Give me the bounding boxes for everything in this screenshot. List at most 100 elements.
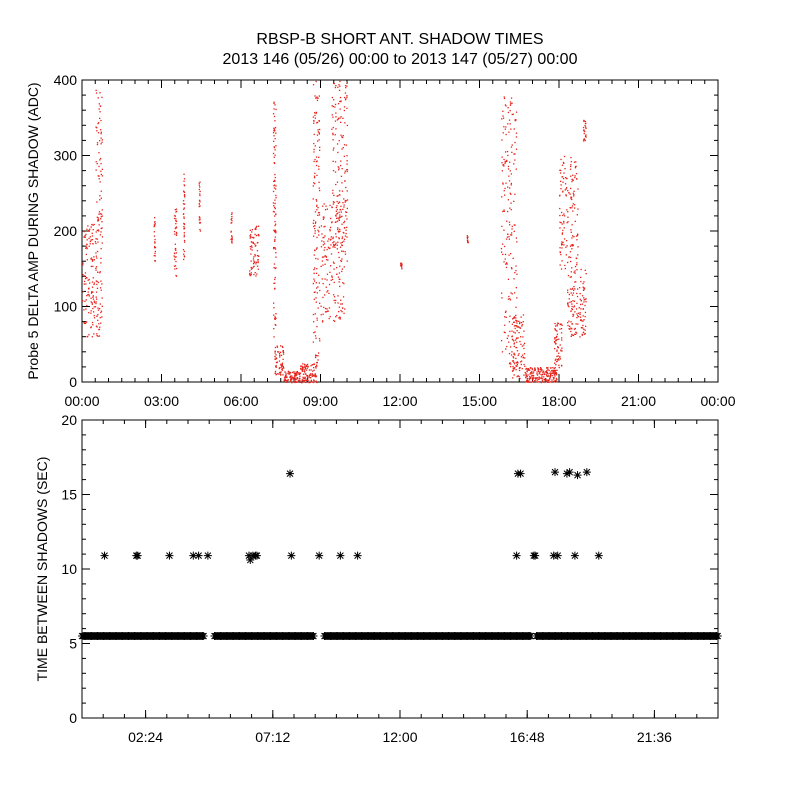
data-point: [176, 210, 178, 212]
data-point: [310, 374, 312, 376]
data-point: [512, 360, 514, 362]
data-point: [333, 194, 335, 196]
data-point: [99, 213, 101, 215]
data-point: [174, 209, 176, 211]
data-point: [567, 216, 569, 218]
data-point: [311, 373, 313, 375]
data-point: [530, 373, 532, 375]
data-point: [83, 322, 86, 324]
data-point: [340, 260, 343, 262]
data-point: [273, 127, 275, 129]
data-point: [570, 301, 573, 303]
data-point: [344, 99, 347, 101]
data-point: [549, 381, 551, 383]
data-point: [313, 120, 315, 122]
data-point: [341, 237, 343, 240]
data-point: [96, 283, 98, 286]
data-point: [560, 268, 563, 270]
data-point: [258, 255, 260, 257]
data-point: [526, 632, 535, 641]
data-point: [324, 278, 326, 280]
data-point: [569, 328, 571, 330]
data-point: [300, 367, 302, 370]
data-point: [339, 265, 341, 267]
data-point: [323, 243, 326, 245]
data-point: [282, 366, 284, 369]
data-point: [523, 342, 526, 344]
data-point: [563, 162, 565, 164]
data-point: [341, 307, 344, 309]
data-point: [581, 333, 583, 336]
data-point: [305, 379, 307, 381]
data-point: [334, 320, 336, 322]
data-point: [173, 230, 176, 233]
data-point: [175, 223, 177, 225]
data-point: [584, 269, 586, 271]
data-point: [346, 190, 348, 192]
data-point: [560, 169, 562, 172]
data-point: [336, 181, 339, 183]
data-point: [340, 209, 342, 211]
data-point: [315, 337, 317, 339]
data-point: [515, 306, 517, 308]
data-point: [554, 329, 556, 331]
data-point: [290, 379, 292, 382]
data-point: [559, 214, 561, 217]
data-point: [574, 204, 576, 206]
data-point: [306, 367, 308, 369]
data-point: [341, 215, 343, 217]
data-point: [183, 258, 185, 261]
data-point: [346, 85, 348, 87]
data-point: [317, 307, 319, 309]
data-point: [338, 306, 340, 308]
data-point: [579, 298, 581, 300]
data-point: [557, 322, 559, 324]
data-point: [583, 132, 585, 135]
data-point: [560, 323, 562, 326]
data-point: [278, 351, 280, 353]
data-point: [334, 246, 336, 248]
data-point: [346, 96, 348, 98]
data-point: [273, 102, 275, 104]
data-point: [310, 377, 312, 379]
data-point: [513, 342, 515, 344]
data-point: [321, 278, 323, 280]
data-point: [583, 319, 585, 321]
data-point: [281, 345, 283, 348]
data-point: [583, 297, 585, 299]
data-point: [249, 272, 251, 275]
data-point: [97, 219, 99, 221]
data-point: [255, 234, 258, 237]
data-point: [274, 215, 276, 217]
data-point: [509, 330, 511, 333]
data-point: [199, 190, 201, 193]
data-point: [505, 133, 507, 136]
data-point: [281, 363, 283, 365]
data-point: [580, 268, 582, 271]
data-point: [273, 282, 275, 284]
data-point: [556, 338, 558, 341]
data-point: [571, 308, 574, 311]
data-point: [282, 374, 284, 376]
data-point: [312, 381, 314, 384]
data-point: [312, 364, 314, 366]
data-point: [346, 169, 349, 171]
data-point: [91, 336, 93, 338]
data-point: [92, 295, 94, 297]
data-point: [525, 377, 527, 379]
data-point: [273, 185, 275, 187]
data-point: [326, 279, 328, 281]
data-point: [198, 184, 200, 186]
data-point: [504, 332, 506, 334]
data-point: [337, 251, 340, 254]
data-point: [316, 99, 319, 101]
data-point: [182, 200, 185, 202]
data-point: [275, 317, 277, 320]
data-point: [509, 207, 511, 209]
data-point: [333, 99, 335, 101]
data-point: [518, 367, 520, 369]
data-point: [565, 468, 574, 477]
data-point: [98, 224, 100, 226]
data-point: [507, 107, 509, 109]
data-point: [400, 263, 402, 265]
